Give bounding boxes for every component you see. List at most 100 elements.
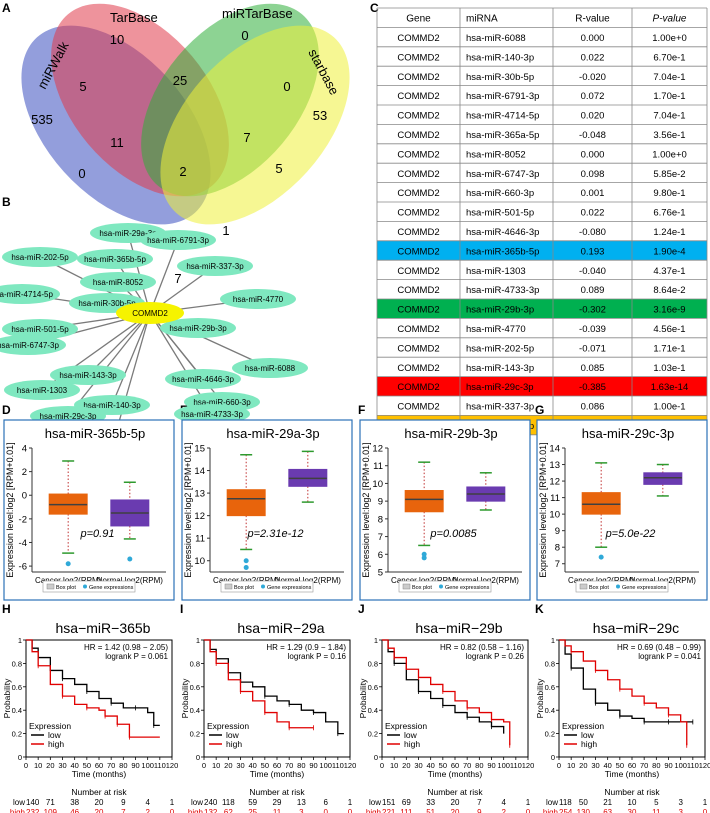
boxplot-y-tick-label: 10 (194, 556, 205, 567)
boxplot-legend-item: Box plot (589, 585, 609, 591)
boxplot-panels: hsa-miR-365b-5p -6 -4 -2 0 2 4 Expression level… (3, 419, 708, 601)
km-x-tick-label: 50 (616, 761, 624, 770)
boxplot-outlier (65, 561, 71, 567)
km-logrank-text: logrank P = 0.041 (638, 652, 701, 661)
network-center-node (116, 302, 184, 324)
km-legend-label: low (226, 730, 240, 740)
km-risk-header: Number at risk (427, 787, 483, 797)
km-hr-text: HR = 1.29 (0.9 − 1.84) (266, 643, 346, 652)
km-x-tick-label: 40 (70, 761, 78, 770)
km-risk-value: 0 (170, 808, 175, 813)
km-x-label: Time (months) (250, 769, 305, 779)
km-x-tick-label: 100 (497, 761, 510, 770)
table-cell: COMMD2 (397, 285, 439, 296)
table-cell: -0.048 (579, 130, 606, 141)
network-node (177, 256, 253, 276)
boxplot-y-tick-label: 12 (194, 511, 205, 522)
km-x-tick-label: 90 (664, 761, 672, 770)
boxplot-y-label: Expression level:log2 [RPM+0.01] (538, 442, 548, 577)
venn-label-mirtarbase: miRTarBase (222, 6, 293, 21)
km-risk-value: 9 (477, 808, 482, 813)
km-risk-value: 132 (204, 808, 218, 813)
network-edge (127, 232, 151, 314)
correlation-table: Gene miRNA R-value P-value COMMD2 hsa-miR-608… (376, 7, 708, 436)
boxplot-outlier (598, 554, 604, 560)
network-node (80, 272, 156, 292)
venn-count-mirwalk-only: 535 (31, 112, 53, 127)
km-risk-value: 3 (678, 798, 683, 807)
venn-count-bcd: 7 (243, 130, 250, 145)
network-node-label: hsa-miR-1303 (17, 386, 68, 395)
km-hr-text: HR = 1.42 (0.98 − 2.05) (84, 643, 168, 652)
venn-count-bd: 5 (275, 161, 282, 176)
km-risk-value: 232 (26, 808, 40, 813)
table-cell: 0.020 (581, 111, 605, 122)
km-x-tick-label: 110 (154, 761, 166, 770)
km-y-tick-label: 0.6 (368, 683, 378, 692)
km-risk-value: 109 (44, 808, 58, 813)
km-x-tick-label: 20 (402, 761, 410, 770)
km-logrank-text: logrank P = 0.26 (466, 652, 525, 661)
km-x-tick-label: 100 (141, 761, 154, 770)
table-cell: hsa-miR-8052 (466, 149, 526, 160)
boxplot-legend-frame (575, 580, 669, 593)
km-hr-text: HR = 0.69 (0.48 − 0.99) (617, 643, 701, 652)
km-risk-group: low (369, 798, 381, 807)
km-risk-value: 1 (526, 798, 531, 807)
network-node-label: hsa-miR-6088 (245, 364, 296, 373)
boxplot-category-label: Normal log2(RPM) (630, 576, 697, 585)
boxplot-legend-dot (439, 584, 443, 589)
km-curve-high (204, 639, 314, 729)
table-cell: hsa-miR-4733-3p (466, 285, 539, 296)
network-node (50, 365, 126, 385)
table-cell: hsa-miR-143-3p (466, 363, 534, 374)
table-cell: COMMD2 (397, 246, 439, 257)
km-y-tick-label: 0.2 (545, 730, 555, 739)
km-y-tick-label: 0.4 (190, 706, 200, 715)
km-y-tick-label: 0.8 (190, 659, 200, 668)
boxplot-y-tick-label: 4 (22, 444, 27, 455)
network-center-label: COMMD2 (132, 309, 168, 318)
km-x-tick-label: 80 (652, 761, 660, 770)
boxplot-y-tick-label: 9 (378, 497, 383, 508)
boxplot-box (581, 492, 621, 515)
network-node-label: hsa-miR-29c-3p (40, 412, 97, 421)
km-x-tick-label: 60 (95, 761, 103, 770)
boxplot-legend-frame (42, 580, 136, 593)
boxplot-title: hsa-miR-29a-3p (226, 426, 319, 441)
table-cell: 0.001 (581, 188, 605, 199)
table-cell: COMMD2 (397, 382, 439, 393)
km-risk-value: 130 (577, 808, 591, 813)
table-cell: 1.24e-1 (653, 227, 685, 238)
boxplot-y-tick-label: 10 (549, 510, 560, 521)
boxplot-y-tick-label: -6 (19, 562, 27, 573)
boxplot-y-tick-label: 8 (378, 514, 383, 525)
km-legend-title: Expression (29, 721, 71, 731)
km-risk-value: 11 (652, 808, 661, 813)
km-title: hsa−miR−29a (237, 620, 324, 636)
table-cell: COMMD2 (397, 149, 439, 160)
table-cell: COMMD2 (397, 363, 439, 374)
table-cell: 1.71e-1 (653, 343, 685, 354)
boxplot-y-tick-label: 12 (372, 444, 383, 455)
km-y-tick-label: 0 (18, 753, 22, 762)
km-y-label: Probability (2, 678, 12, 718)
network-node (174, 404, 250, 424)
km-x-tick-label: 40 (426, 761, 434, 770)
table-cell: -0.302 (579, 305, 606, 316)
boxplot-y-label: Expression level:log2 [RPM+0.01] (5, 442, 15, 577)
boxplot-y-tick-label: 13 (549, 460, 560, 471)
km-x-tick-label: 90 (131, 761, 139, 770)
network-node (165, 369, 241, 389)
boxplot-y-tick-label: 12 (549, 477, 560, 488)
boxplot-category-label: Normal log2(RPM) (275, 576, 342, 585)
km-risk-value: 11 (273, 808, 282, 813)
km-risk-value: 221 (382, 808, 396, 813)
boxplot-outlier (421, 551, 427, 557)
km-risk-value: 1 (170, 798, 175, 807)
km-x-tick-label: 110 (510, 761, 522, 770)
km-x-tick-label: 90 (487, 761, 495, 770)
table-cell: hsa-miR-4646-3p (466, 227, 539, 238)
network-node (0, 284, 60, 304)
